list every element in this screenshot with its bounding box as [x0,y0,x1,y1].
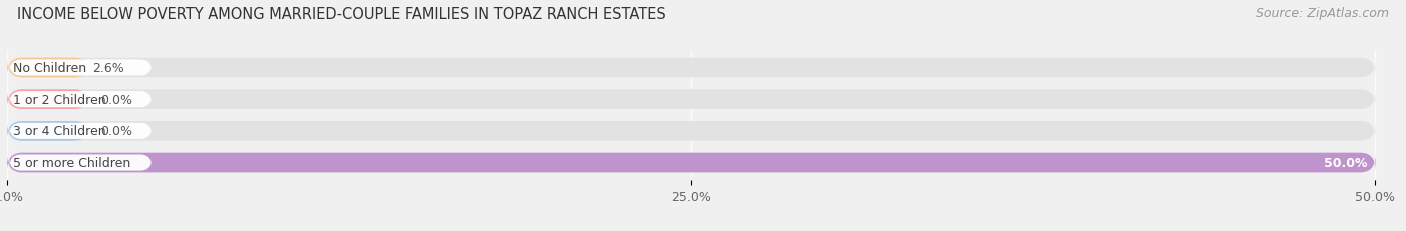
FancyBboxPatch shape [7,122,1375,141]
FancyBboxPatch shape [10,60,152,76]
FancyBboxPatch shape [10,123,152,139]
FancyBboxPatch shape [7,153,1375,173]
Text: Source: ZipAtlas.com: Source: ZipAtlas.com [1256,7,1389,20]
Text: No Children: No Children [13,62,86,75]
FancyBboxPatch shape [7,90,1375,109]
FancyBboxPatch shape [10,155,152,171]
Text: 2.6%: 2.6% [91,62,124,75]
Text: 1 or 2 Children: 1 or 2 Children [13,93,105,106]
Text: 50.0%: 50.0% [1323,156,1367,169]
FancyBboxPatch shape [7,90,89,109]
FancyBboxPatch shape [7,58,89,78]
FancyBboxPatch shape [7,153,1375,173]
Text: INCOME BELOW POVERTY AMONG MARRIED-COUPLE FAMILIES IN TOPAZ RANCH ESTATES: INCOME BELOW POVERTY AMONG MARRIED-COUPL… [17,7,665,22]
FancyBboxPatch shape [7,122,89,141]
FancyBboxPatch shape [7,58,1375,78]
Text: 0.0%: 0.0% [100,125,132,138]
FancyBboxPatch shape [10,92,152,108]
Text: 3 or 4 Children: 3 or 4 Children [13,125,105,138]
Text: 0.0%: 0.0% [100,93,132,106]
Text: 5 or more Children: 5 or more Children [13,156,131,169]
